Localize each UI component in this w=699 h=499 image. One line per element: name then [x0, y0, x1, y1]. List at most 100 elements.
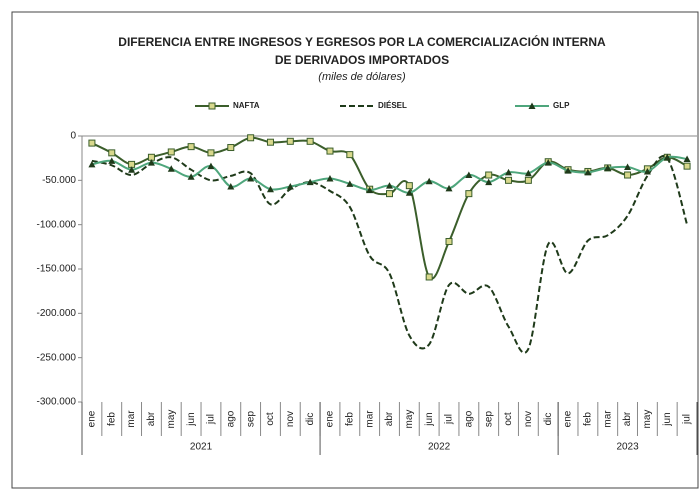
series-marker: [227, 183, 235, 190]
legend-marker: [528, 102, 536, 109]
series-marker: [266, 185, 274, 193]
y-tick-label: -250.000: [37, 352, 77, 363]
series-marker: [485, 171, 493, 179]
series-marker: [108, 157, 116, 164]
y-tick-label: -100.000: [37, 219, 77, 230]
series-marker: [306, 137, 314, 145]
series-marker: [465, 190, 473, 198]
x-tick-label: ene: [87, 410, 98, 427]
x-tick-label: jul: [682, 414, 693, 425]
series-marker: [266, 138, 274, 146]
series-marker: [485, 178, 493, 186]
legend-label: DIÉSEL: [378, 101, 407, 110]
series-marker: [425, 273, 433, 281]
x-tick-label: oct: [503, 412, 514, 426]
series-marker: [286, 183, 294, 190]
series-marker: [207, 149, 215, 157]
series-marker: [247, 134, 255, 142]
x-tick-label: jun: [662, 412, 673, 426]
x-tick-label: abr: [146, 411, 157, 426]
legend-marker: [208, 102, 216, 110]
series-marker: [584, 168, 592, 176]
series-marker: [227, 144, 235, 152]
series-marker: [187, 143, 195, 151]
x-tick-label: may: [404, 410, 415, 429]
x-tick-label: feb: [106, 412, 117, 426]
y-tick-label: -300.000: [37, 397, 77, 408]
series-marker: [366, 186, 374, 194]
x-tick-label: jul: [444, 414, 455, 425]
series-marker: [405, 189, 413, 196]
series-marker: [505, 168, 513, 176]
x-group-label: 2023: [616, 442, 639, 453]
x-tick-label: nov: [285, 411, 296, 427]
x-group-label: 2021: [190, 442, 213, 453]
y-tick-label: -200.000: [37, 308, 77, 319]
x-tick-label: ene: [563, 410, 574, 427]
x-group-label: 2022: [428, 442, 451, 453]
x-tick-label: dic: [543, 413, 554, 426]
series-marker: [386, 190, 393, 198]
series-marker: [465, 171, 473, 179]
x-tick-label: mar: [602, 410, 613, 428]
series-marker: [346, 151, 354, 159]
series-marker: [167, 148, 175, 156]
series-marker: [326, 147, 334, 155]
x-tick-label: may: [642, 410, 653, 429]
x-tick-label: feb: [583, 412, 594, 426]
series-marker: [326, 175, 334, 182]
series-marker: [643, 167, 651, 175]
series-marker: [524, 176, 532, 184]
x-tick-label: mar: [126, 410, 137, 428]
series-marker: [544, 159, 552, 166]
x-tick-label: ago: [225, 410, 236, 427]
series-marker: [425, 177, 433, 185]
series-marker: [445, 238, 453, 246]
chart-title: DE DERIVADOS IMPORTADOS: [275, 53, 449, 67]
series-marker: [386, 182, 393, 189]
series-marker: [167, 165, 175, 172]
series-marker: [505, 176, 513, 184]
series-marker: [306, 178, 314, 186]
series-marker: [88, 160, 96, 168]
x-tick-label: ago: [463, 410, 474, 427]
x-tick-label: abr: [622, 411, 633, 426]
series-marker: [247, 175, 255, 182]
series-marker: [524, 169, 532, 177]
x-tick-label: dic: [305, 413, 316, 426]
series-marker: [286, 137, 294, 145]
x-tick-label: ene: [325, 410, 336, 427]
x-tick-label: jun: [424, 412, 435, 426]
series-marker: [683, 155, 691, 163]
series-marker: [187, 173, 195, 180]
y-tick-label: -50.000: [42, 175, 76, 186]
y-tick-label: 0: [70, 131, 76, 142]
x-tick-label: abr: [384, 411, 395, 426]
series-marker: [624, 163, 632, 171]
series-marker: [88, 139, 96, 147]
series-marker: [128, 166, 136, 173]
y-tick-label: -150.000: [37, 264, 77, 275]
series-marker: [346, 180, 354, 187]
series-marker: [564, 167, 572, 174]
x-tick-label: jun: [186, 412, 197, 426]
x-tick-label: mar: [364, 410, 375, 428]
chart-title: DIFERENCIA ENTRE INGRESOS Y EGRESOS POR …: [118, 34, 606, 49]
series-marker: [683, 162, 691, 170]
series-marker: [207, 162, 215, 170]
chart-subtitle: (miles de dólares): [318, 71, 406, 83]
x-tick-label: sep: [483, 411, 494, 428]
series-marker: [147, 159, 155, 166]
series-marker: [108, 149, 116, 157]
x-tick-label: oct: [265, 412, 276, 426]
series-marker: [624, 171, 632, 179]
legend-label: NAFTA: [233, 101, 260, 110]
x-tick-label: jul: [206, 414, 217, 425]
series-marker: [445, 184, 453, 192]
chart-frame: [11, 11, 699, 489]
series-marker: [405, 182, 413, 190]
series-marker: [663, 153, 671, 161]
x-tick-label: sep: [245, 411, 256, 428]
x-tick-label: feb: [344, 412, 355, 426]
